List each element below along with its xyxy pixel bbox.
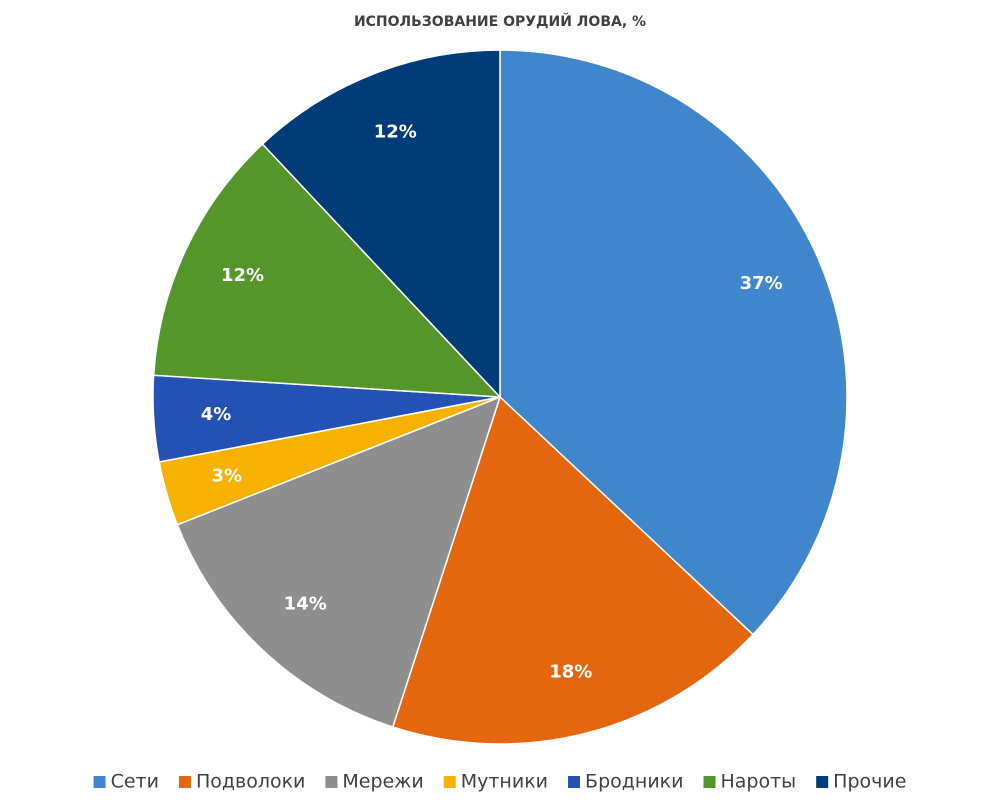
- legend-label: Подволоки: [196, 771, 305, 793]
- pie-slice: [152, 142, 502, 398]
- pie: 37% 18% 14% 3% 4% 12% 12%: [152, 49, 848, 745]
- data-label: 12%: [374, 121, 417, 142]
- legend-label: Бродники: [585, 771, 683, 793]
- pie-slice: [391, 395, 755, 745]
- legend-swatch: [443, 776, 456, 788]
- data-label: 3%: [211, 465, 242, 486]
- chart-title: ИСПОЛЬЗОВАНИЕ ОРУДИЙ ЛОВА, %: [354, 13, 646, 30]
- legend-swatch: [325, 776, 338, 788]
- legend-label: Сети: [111, 771, 159, 793]
- legend-swatch: [703, 776, 716, 788]
- legend-swatch: [568, 776, 581, 788]
- data-label: 37%: [740, 273, 783, 294]
- pie-slice: [261, 49, 501, 399]
- data-label: 18%: [549, 662, 592, 683]
- data-label: 14%: [284, 593, 327, 614]
- legend-swatch: [816, 776, 829, 788]
- legend-label: Прочие: [833, 771, 906, 793]
- legend-label: Нароты: [720, 771, 796, 793]
- legend: Сети Подволоки Мережи Мутники Бродники Нароты…: [93, 771, 906, 793]
- pie-slice: [176, 395, 502, 728]
- legend-label: Мутники: [461, 771, 548, 793]
- pie-slice: [499, 49, 848, 636]
- legend-swatch: [178, 776, 191, 788]
- data-label: 4%: [201, 404, 232, 425]
- legend-swatch: [93, 776, 106, 788]
- data-label: 12%: [221, 265, 264, 286]
- legend-label: Мережи: [342, 771, 423, 793]
